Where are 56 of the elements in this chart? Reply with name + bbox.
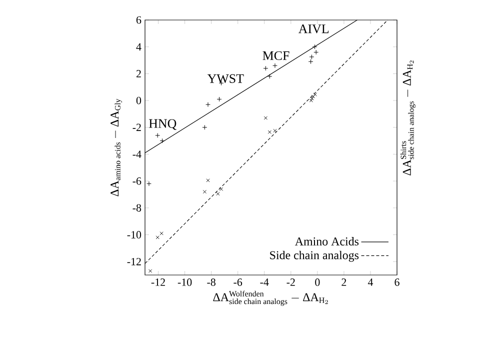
y-tick-label: 0 [136,96,142,104]
point [216,192,220,196]
point [313,92,317,96]
point [216,96,222,102]
point [273,128,277,133]
point [309,98,313,102]
point [219,187,224,191]
x-tick-label: -2 [286,278,295,286]
x-tick-label: 4 [368,278,374,286]
y-tick-label: 4 [136,43,142,50]
point [148,269,152,273]
y-tick-label: -4 [132,150,142,158]
point [263,66,268,71]
point [206,102,210,107]
point [156,236,160,240]
annotation: AIVL [298,24,329,34]
point [146,181,152,186]
point [272,63,278,68]
y-tick-label: -10 [127,231,142,238]
point [310,96,314,100]
legend-label: Amino Acids [294,237,359,246]
point [155,132,160,138]
y-axis-title: $\text{ΔA}_{\text{amino acids}} - \text{ΔA}_{\text{Gly}}$ [110,98,122,196]
point [264,116,268,120]
x-tick-label: 0 [315,278,320,286]
x-tick-label: 2 [342,278,346,286]
y-tick-label: -6 [132,177,142,185]
legend-label: Side chain analogs [270,250,359,262]
point [314,50,319,55]
point [308,59,314,64]
point [160,138,165,144]
y-tick-label: -2 [132,124,141,131]
point [311,94,315,98]
x-tick-label: 6 [394,278,400,286]
annotation: MCF [262,51,290,60]
point [309,54,314,60]
point [312,44,318,50]
annotation: YWST [207,74,244,84]
point [202,190,206,194]
x-tick-label: -8 [207,278,216,286]
x-tick-label: -6 [234,278,242,286]
x-tick-label: -4 [260,278,269,286]
point [202,124,208,130]
y-tick-label: 2 [136,70,141,78]
point [160,232,164,236]
x-tick-label: -10 [178,278,192,286]
point [206,178,210,182]
x-tick-label: -12 [151,278,165,286]
y-tick-label: 6 [136,16,142,24]
y-tick-label: -12 [127,258,141,266]
point [267,74,272,79]
y-tick-label: -8 [132,204,142,212]
x-axis-title: $\text{ΔA}^{\text{Wolfenden}}_{\text{side chain analogs}} - \text{ΔA}_{\text{H}_{2}}$ [213,290,328,306]
y2-axis-title: $\text{ΔA}^{\text{Shirts}}_{\text{side chain analogs}} - \text{ΔA}_{\text{H}_{2}}$ [400,60,416,176]
point [268,130,272,134]
annotation: HNQ [148,119,176,130]
